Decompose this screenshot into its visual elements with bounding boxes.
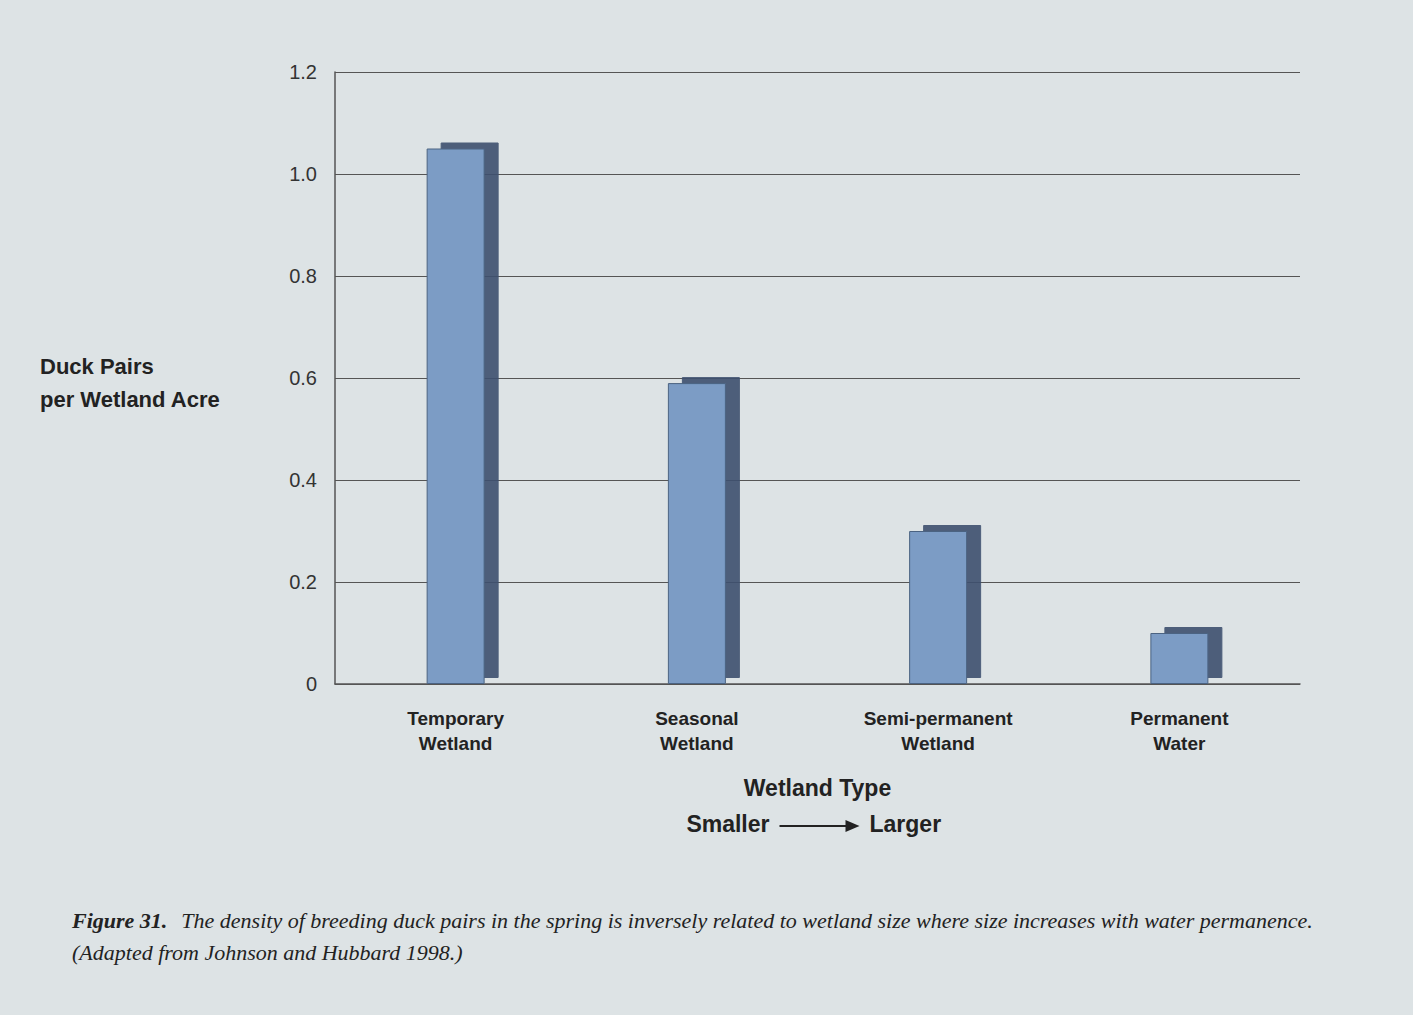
svg-text:0.8: 0.8: [289, 265, 317, 287]
svg-text:Permanent: Permanent: [1130, 708, 1229, 729]
svg-text:Smaller: Smaller: [686, 811, 769, 837]
svg-text:Wetland: Wetland: [660, 733, 734, 754]
svg-text:1.0: 1.0: [289, 163, 317, 185]
svg-text:Wetland: Wetland: [901, 733, 975, 754]
svg-text:Seasonal: Seasonal: [655, 708, 738, 729]
svg-text:Wetland: Wetland: [419, 733, 493, 754]
svg-text:Duck Pairs: Duck Pairs: [40, 354, 154, 379]
svg-text:Temporary: Temporary: [407, 708, 504, 729]
svg-text:Semi-permanent: Semi-permanent: [864, 708, 1014, 729]
svg-text:Wetland Type: Wetland Type: [744, 775, 891, 801]
svg-text:0.6: 0.6: [289, 367, 317, 389]
svg-text:1.2: 1.2: [289, 61, 317, 83]
svg-text:0.2: 0.2: [289, 571, 317, 593]
svg-text:0.4: 0.4: [289, 469, 317, 491]
html-text:The density of breeding duck p: The density of breeding duck pairs in th…: [72, 908, 1313, 965]
svg-text:0: 0: [306, 673, 317, 695]
html-text:Figure 31.: Figure 31.: [72, 908, 168, 933]
svg-text:Larger: Larger: [870, 811, 942, 837]
svg-text:Water: Water: [1153, 733, 1206, 754]
svg-text:per Wetland Acre: per Wetland Acre: [40, 387, 220, 412]
